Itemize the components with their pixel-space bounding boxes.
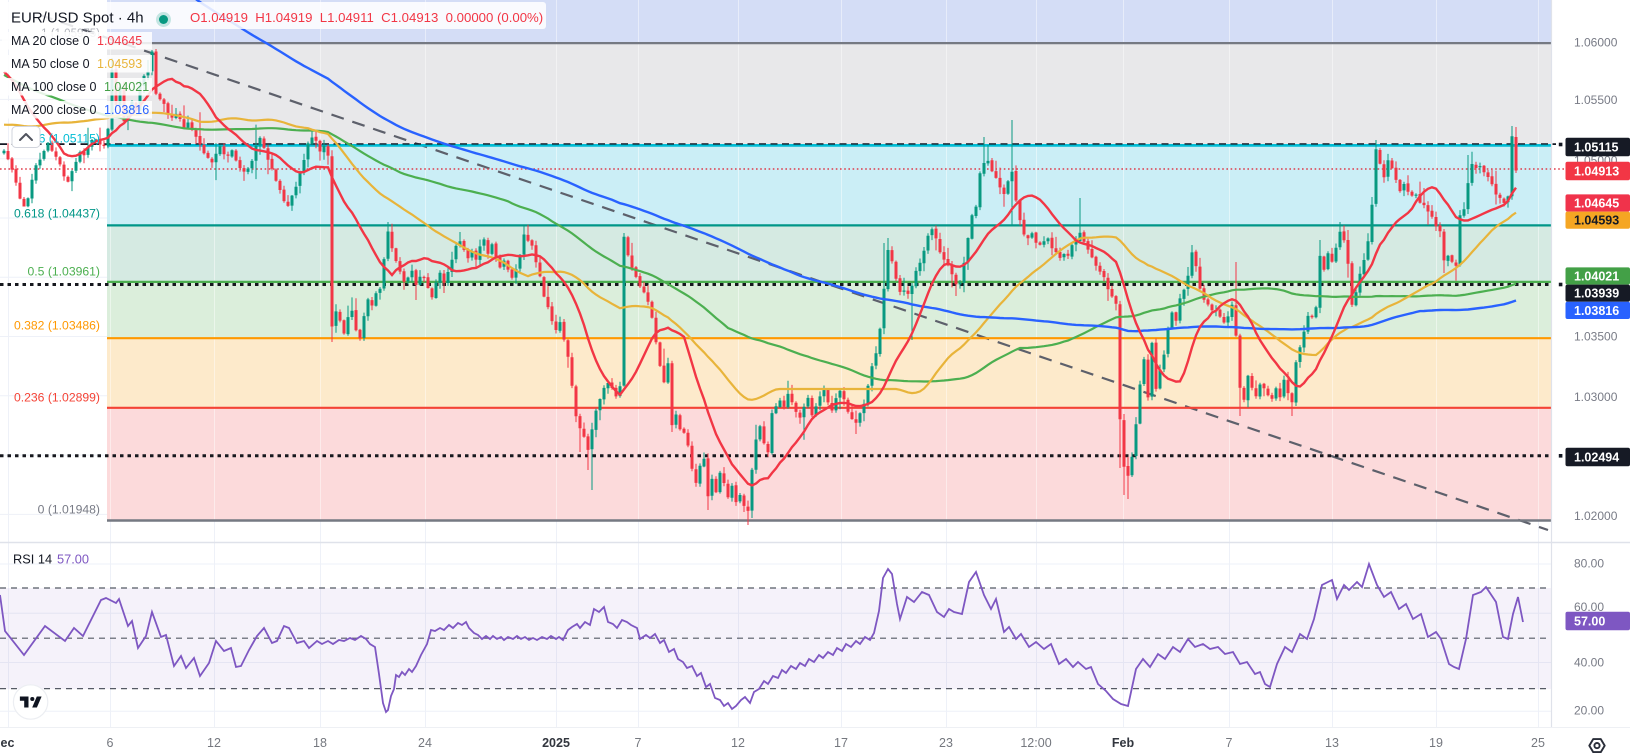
svg-text:19: 19 bbox=[1429, 736, 1443, 750]
svg-text:1.04593: 1.04593 bbox=[1574, 214, 1619, 228]
svg-text:1.04021: 1.04021 bbox=[1574, 270, 1619, 284]
svg-text:24: 24 bbox=[418, 736, 432, 750]
svg-text:MA 100 close 0: MA 100 close 0 bbox=[11, 80, 97, 94]
svg-text:0.236 (1.02899): 0.236 (1.02899) bbox=[14, 391, 100, 405]
svg-text:1.04645: 1.04645 bbox=[97, 34, 142, 48]
svg-text:80.00: 80.00 bbox=[1574, 557, 1604, 571]
svg-text:1.04021: 1.04021 bbox=[104, 80, 149, 94]
svg-text:18: 18 bbox=[313, 736, 327, 750]
svg-text:EUR/USD Spot · 4h: EUR/USD Spot · 4h bbox=[11, 10, 144, 27]
svg-text:1.03816: 1.03816 bbox=[104, 103, 149, 117]
svg-text:40.00: 40.00 bbox=[1574, 656, 1604, 670]
svg-text:25: 25 bbox=[1531, 736, 1545, 750]
svg-text:MA 50 close 0: MA 50 close 0 bbox=[11, 57, 90, 71]
svg-text:1.04645: 1.04645 bbox=[1574, 197, 1619, 211]
svg-text:12: 12 bbox=[207, 736, 221, 750]
svg-text:1.04593: 1.04593 bbox=[97, 57, 142, 71]
svg-text:RSI 14: RSI 14 bbox=[13, 552, 52, 567]
svg-text:O1.04919 H1.04919 L1.04911: O1.04919 H1.04919 L1.04911 C1.04913 0.00… bbox=[190, 10, 543, 25]
svg-text:12:00: 12:00 bbox=[1020, 736, 1051, 750]
svg-text:1.03939: 1.03939 bbox=[1574, 287, 1619, 301]
svg-text:2025: 2025 bbox=[542, 736, 570, 750]
svg-text:13: 13 bbox=[1325, 736, 1339, 750]
svg-text:1.03816: 1.03816 bbox=[1574, 304, 1619, 318]
svg-text:60.00: 60.00 bbox=[1574, 600, 1604, 614]
svg-text:1.06000: 1.06000 bbox=[1574, 36, 1618, 50]
svg-text:Feb: Feb bbox=[1112, 736, 1135, 750]
svg-text:0.382 (1.03486): 0.382 (1.03486) bbox=[14, 319, 100, 333]
svg-text:1.03500: 1.03500 bbox=[1574, 330, 1618, 344]
svg-text:17: 17 bbox=[834, 736, 848, 750]
svg-text:20.00: 20.00 bbox=[1574, 704, 1604, 718]
svg-text:7: 7 bbox=[1226, 736, 1233, 750]
svg-text:57.00: 57.00 bbox=[57, 552, 89, 567]
svg-text:1.02000: 1.02000 bbox=[1574, 509, 1618, 523]
svg-text:MA 20 close 0: MA 20 close 0 bbox=[11, 34, 90, 48]
svg-text:MA 200 close 0: MA 200 close 0 bbox=[11, 103, 97, 117]
svg-text:23: 23 bbox=[939, 736, 953, 750]
svg-text:0.618 (1.04437): 0.618 (1.04437) bbox=[14, 207, 100, 221]
svg-text:0.5 (1.03961): 0.5 (1.03961) bbox=[27, 265, 100, 279]
svg-text:6: 6 bbox=[107, 736, 114, 750]
svg-text:1.04913: 1.04913 bbox=[1574, 165, 1619, 179]
svg-text:0 (1.01948): 0 (1.01948) bbox=[38, 503, 100, 517]
svg-text:1.03000: 1.03000 bbox=[1574, 390, 1618, 404]
svg-text:1.02494: 1.02494 bbox=[1574, 451, 1619, 465]
svg-text:57.00: 57.00 bbox=[1574, 615, 1605, 629]
svg-text:Dec: Dec bbox=[0, 736, 15, 750]
svg-text:1.05500: 1.05500 bbox=[1574, 93, 1618, 107]
svg-text:12: 12 bbox=[731, 736, 745, 750]
svg-text:7: 7 bbox=[635, 736, 642, 750]
svg-text:1.05115: 1.05115 bbox=[1574, 141, 1619, 155]
